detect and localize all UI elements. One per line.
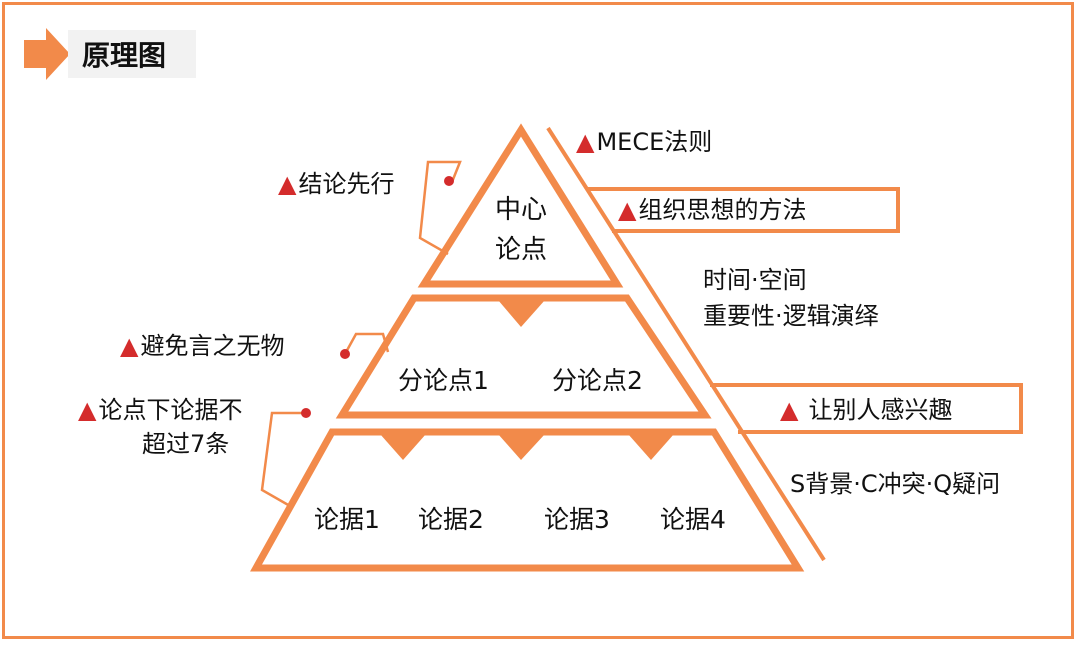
dot-conclusion — [444, 176, 454, 186]
connector-middle-to-bottom-2 — [498, 434, 545, 460]
triangle-marker-icon: ▲ — [576, 128, 595, 156]
right-diagonal-line — [546, 126, 826, 562]
evidence-2: 论据2 — [418, 505, 484, 534]
middle-tier — [335, 294, 712, 419]
label-avoid-empty-text: 避免言之无物 — [140, 332, 285, 360]
triangle-marker-icon: ▲ — [780, 396, 799, 424]
organize-callout-box — [587, 187, 900, 233]
bracket-conclusion — [418, 160, 462, 256]
label-interest: ▲ 让别人感兴趣 — [780, 396, 952, 425]
label-evidence-limit-line-1: 论点下论据不 — [98, 396, 243, 424]
label-scq: S背景·C冲突·Q疑问 — [790, 470, 1001, 498]
label-avoid-empty: ▲避免言之无物 — [120, 332, 284, 361]
label-evidence-limit: ▲论点下论据不 — [78, 396, 242, 425]
apex-line-2: 论点 — [494, 235, 547, 266]
triangle-marker-icon: ▲ — [120, 332, 139, 360]
apex-triangle — [417, 123, 624, 288]
dot-avoid — [340, 349, 350, 359]
middle-point-2: 分论点2 — [552, 366, 643, 395]
interest-callout-box — [710, 383, 1023, 434]
label-interest-text: 让别人感兴趣 — [808, 396, 953, 424]
label-mece: ▲MECE法则 — [576, 128, 712, 157]
label-order-line-2: 重要性·逻辑演绎 — [703, 302, 879, 330]
bracket-avoid — [343, 332, 390, 355]
triangle-marker-icon: ▲ — [78, 396, 97, 424]
apex-label: 中心 论点 — [481, 190, 561, 271]
label-conclusion-first-text: 结论先行 — [298, 170, 395, 198]
connector-middle-to-bottom-1 — [380, 434, 426, 460]
header-arrow-icon — [24, 28, 70, 80]
label-conclusion-first: ▲结论先行 — [278, 170, 394, 199]
label-organize: ▲组织思想的方法 — [618, 196, 806, 225]
evidence-1: 论据1 — [314, 505, 380, 534]
evidence-3: 论据3 — [544, 505, 610, 534]
triangle-marker-icon: ▲ — [618, 196, 637, 224]
dot-evidence — [301, 408, 311, 418]
connector-apex-to-middle — [498, 300, 545, 327]
label-evidence-limit-line-2: 超过7条 — [142, 430, 230, 458]
middle-point-1: 分论点1 — [398, 366, 489, 395]
bracket-evidence — [260, 411, 306, 508]
label-organize-text: 组织思想的方法 — [638, 196, 807, 224]
evidence-4: 论据4 — [660, 505, 726, 534]
label-order-line-1: 时间·空间 — [703, 266, 807, 294]
page-title: 原理图 — [68, 30, 196, 78]
label-mece-text: MECE法则 — [596, 128, 713, 156]
bottom-tier — [250, 428, 805, 572]
triangle-marker-icon: ▲ — [278, 170, 297, 198]
apex-line-1: 中心 — [494, 195, 547, 225]
connector-middle-to-bottom-3 — [628, 434, 674, 460]
